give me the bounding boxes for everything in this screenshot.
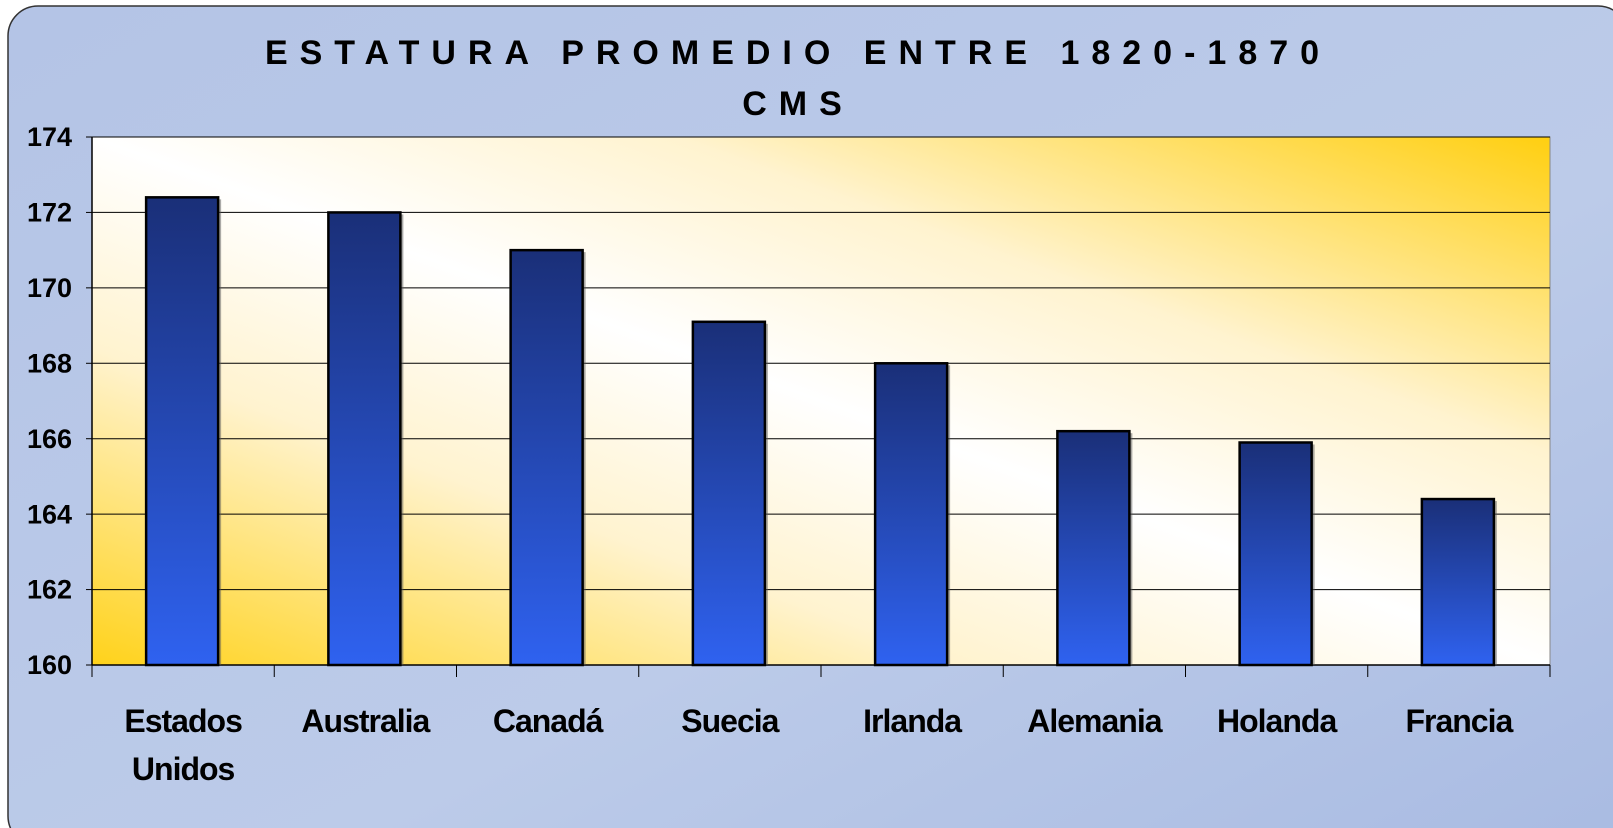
y-tick-label: 174 — [27, 122, 72, 152]
bar — [873, 362, 949, 667]
y-tick-label: 166 — [27, 424, 72, 454]
y-tick-label: 164 — [27, 499, 72, 529]
x-tick-label: Australia — [301, 703, 430, 739]
x-tick-label: Holanda — [1217, 703, 1337, 739]
x-tick-label: Canadá — [492, 703, 604, 739]
chart-title: ESTATURA PROMEDIO ENTRE 1820-1870 — [265, 34, 1331, 72]
bar — [1238, 441, 1313, 667]
x-tick-label: Francia — [1405, 703, 1513, 739]
y-tick-label: 160 — [27, 650, 72, 680]
x-tick-label: Estados Unidos — [124, 703, 242, 787]
x-tick-label: Alemania — [1027, 703, 1162, 739]
plot-area — [91, 136, 1551, 666]
bar — [1420, 497, 1496, 667]
y-tick-label: 168 — [27, 348, 72, 378]
bar — [1056, 429, 1131, 667]
y-tick-label: 172 — [27, 198, 72, 228]
chart-subtitle: CMS — [742, 85, 854, 123]
bar — [144, 196, 220, 667]
bar — [509, 248, 584, 667]
x-tick-label: Irlanda — [863, 703, 962, 739]
y-tick-label: 170 — [27, 273, 72, 303]
bar — [691, 320, 767, 667]
x-tick-label: Suecia — [681, 703, 779, 739]
bar — [327, 211, 402, 667]
y-tick-label: 162 — [27, 575, 72, 605]
